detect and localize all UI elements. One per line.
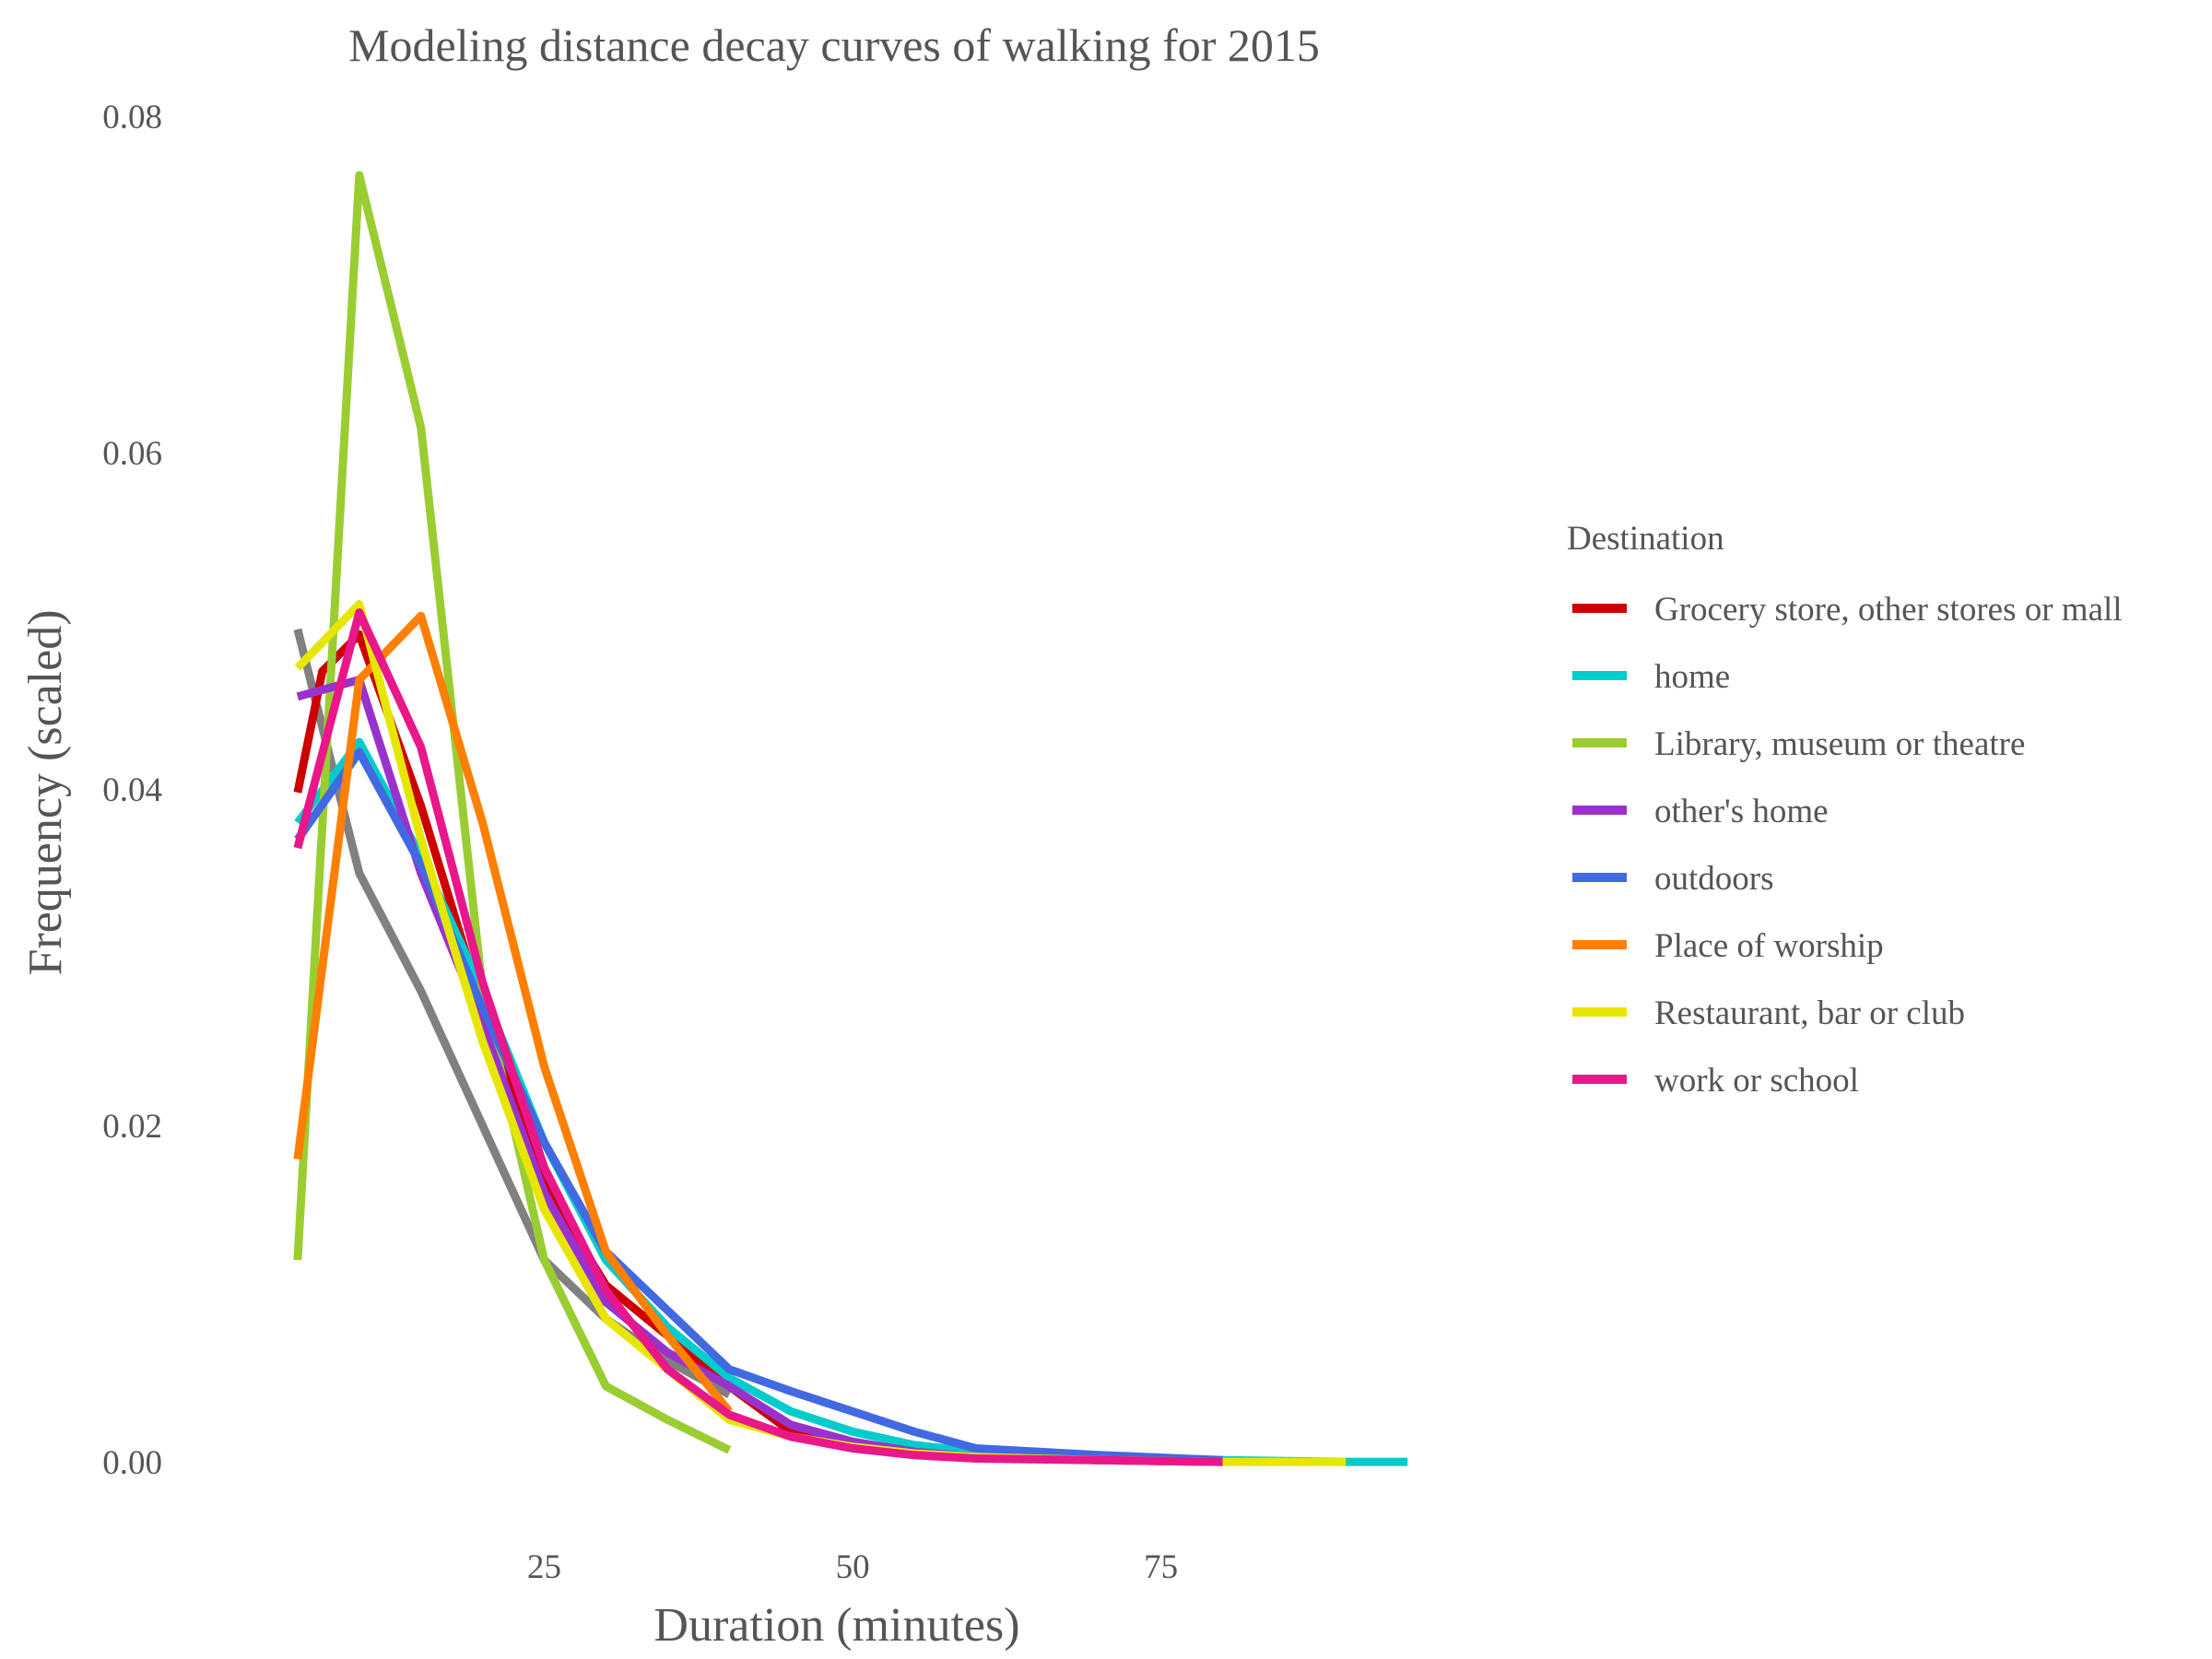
y-tick-label: 0.04 [102,771,162,809]
legend-label: Library, museum or theatre [1654,725,2025,763]
x-tick-label: 75 [1144,1548,1178,1586]
x-tick-label: 50 [836,1548,870,1586]
series-line-grocery-store-other-stores-or-mall [293,629,1223,1466]
y-axis-ticks: 0.00 0.02 0.04 0.06 0.08 [102,99,162,1482]
y-axis-title: Frequency (scaled) [19,609,72,975]
chart-title: Modeling distance decay curves of walkin… [348,19,1320,71]
y-tick-label: 0.08 [102,99,162,136]
legend-title: Destination [1567,520,1724,558]
y-tick-label: 0.06 [102,435,162,473]
legend: Destination Grocery store, other stores … [1567,520,2123,1100]
y-tick-label: 0.02 [102,1108,162,1146]
series-line-library-museum-or-theatre [293,171,732,1454]
legend-label: work or school [1654,1062,1859,1100]
legend-label: Place of worship [1654,927,1884,965]
series-line-place-of-worship [293,611,733,1415]
legend-label: Restaurant, bar or club [1654,994,1965,1032]
x-tick-label: 25 [527,1548,561,1586]
plot-area [293,171,1408,1466]
y-tick-label: 0.00 [102,1444,162,1482]
series-line-work-or-school [293,608,1223,1466]
legend-label: other's home [1654,793,1829,830]
x-axis-ticks: 25 50 75 [527,1548,1178,1586]
legend-label: home [1654,658,1730,696]
legend-items: Grocery store, other stores or mall home L… [1572,591,2123,1100]
series-line-outdoors [294,747,1223,1465]
x-axis-title: Duration (minutes) [653,1599,1019,1652]
legend-label: outdoors [1654,860,1774,898]
legend-label: Grocery store, other stores or mall [1654,591,2123,629]
